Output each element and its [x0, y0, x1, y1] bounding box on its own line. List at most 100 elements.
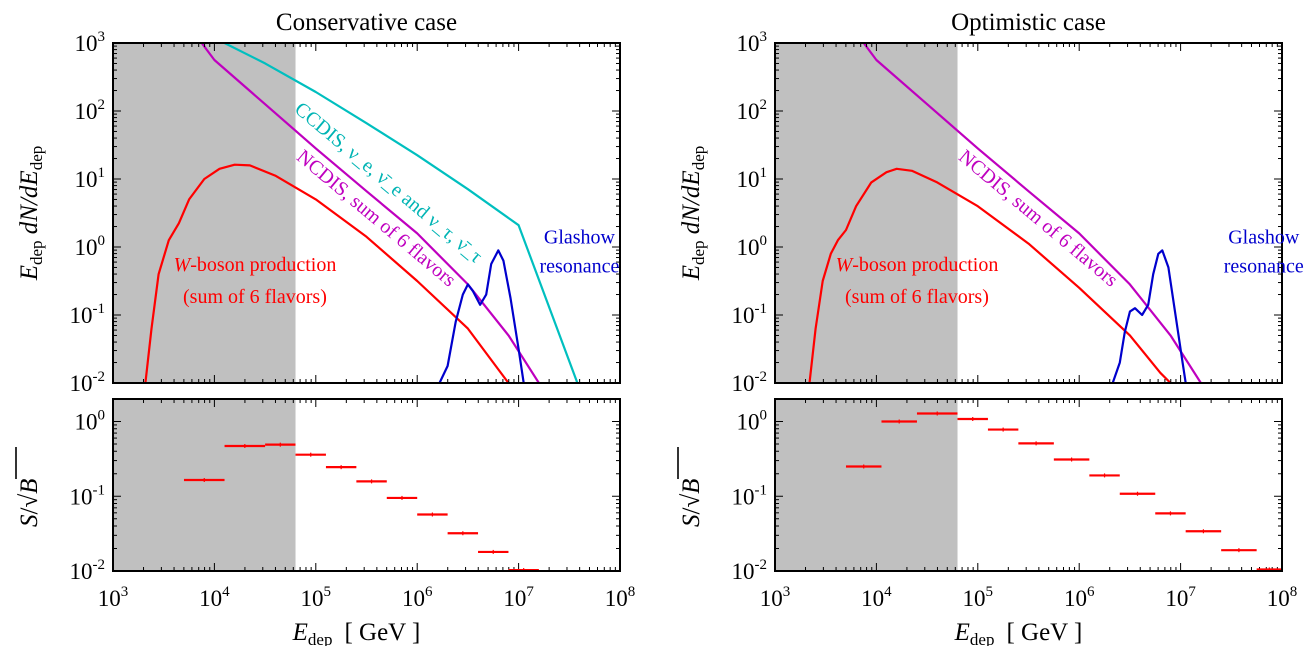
x-tick-label: 103 [98, 584, 129, 611]
series-line-wboson [144, 163, 510, 383]
y-tick-label-bottom: 10-2 [70, 557, 106, 584]
y-axis-label-group: Edep dN/dEdep [678, 146, 708, 282]
bottom-y-label-group: S/√B [15, 447, 43, 527]
y-tick-label: 101 [737, 165, 768, 192]
x-tick-label-base: 10 [402, 586, 425, 611]
x-tick-label-exp: 4 [222, 584, 230, 600]
x-tick-label-exp: 5 [324, 584, 332, 600]
x-tick-label-base: 10 [301, 586, 324, 611]
panel-title: Conservative case [276, 9, 457, 36]
curves [144, 43, 579, 383]
x-tick-label-base: 10 [605, 586, 628, 611]
label-w-boson-rest: -boson production [190, 254, 336, 276]
x-tick-label-exp: 3 [121, 584, 129, 600]
x-tick-label: 106 [402, 584, 433, 611]
y-axis-label-main: E [16, 265, 43, 281]
y-tick-label-bottom: 10-2 [732, 557, 768, 584]
y-tick-label-bottom: 100 [75, 408, 106, 435]
y-tick-label-bottom-exp: 0 [98, 408, 106, 424]
y-tick-label-bottom-base: 10 [732, 484, 755, 509]
x-tick-label: 107 [503, 584, 534, 611]
label-w-boson-italic: W [836, 254, 855, 276]
y-tick-label-exp: -1 [755, 301, 768, 317]
y-tick-label: 101 [75, 165, 106, 192]
y-tick-label-base: 10 [70, 303, 93, 328]
y-tick-label-base: 10 [737, 99, 760, 124]
y-tick-label-bottom: 100 [737, 408, 768, 435]
series-line-ncdis [862, 43, 1202, 383]
y-tick-label-exp: 3 [98, 29, 106, 45]
y-tick-label: 100 [75, 233, 106, 260]
shaded-region-top [775, 43, 958, 383]
y-tick-label-bottom: 10-1 [732, 482, 768, 509]
y-tick-label-base: 10 [75, 99, 98, 124]
y-tick-label-exp: 2 [760, 97, 768, 113]
x-axis-label: Edep [ GeV ] [292, 619, 421, 646]
y-tick-label-bottom-base: 10 [70, 559, 93, 584]
x-tick-label-base: 10 [1165, 586, 1188, 611]
x-tick-label: 105 [301, 584, 332, 611]
y-tick-label-exp: -2 [93, 369, 106, 385]
x-tick-label-base: 10 [1267, 586, 1290, 611]
x-tick-label-base: 10 [503, 586, 526, 611]
y-tick-label-base: 10 [75, 31, 98, 56]
bins [845, 411, 1282, 571]
y-tick-label: 10-1 [732, 301, 768, 328]
x-axis-label-main: E [954, 619, 970, 646]
y-tick-label-base: 10 [737, 31, 760, 56]
x-axis-label-unit: [ GeV ] [344, 619, 420, 646]
y-axis-label: Edep dN/dEdep [678, 146, 708, 282]
y-tick-label: 102 [737, 97, 768, 124]
y-tick-label: 103 [75, 29, 106, 56]
bottom-axes-frame [112, 398, 621, 572]
y-tick-label-base: 10 [75, 167, 98, 192]
y-axis-label-mid: dN/dE [16, 170, 43, 240]
x-tick-label: 108 [1267, 584, 1298, 611]
y-tick-label-base: 10 [75, 235, 98, 260]
x-axis-label-sub: dep [308, 630, 333, 646]
y-axis-label-group: Edep dN/dEdep [16, 146, 46, 282]
x-tick-label-base: 10 [861, 586, 884, 611]
y-tick-label-base: 10 [70, 371, 93, 396]
series-line-glashow [1111, 249, 1187, 383]
bottom-y-label-b: B [678, 479, 705, 494]
y-tick-label-base: 10 [737, 167, 760, 192]
label-w-boson-rest: -boson production [852, 254, 998, 276]
x-axis-label-main: E [292, 619, 308, 646]
bottom-y-axis-label: S/√B [678, 479, 705, 527]
y-axis-label-sub: dep [689, 240, 708, 265]
y-tick-label-exp: 3 [760, 29, 768, 45]
x-tick-label-base: 10 [963, 586, 986, 611]
label-glashow-resonance: resonance [1224, 256, 1304, 278]
x-axis-label-sub: dep [970, 630, 995, 646]
y-tick-label-exp: -1 [93, 301, 106, 317]
label-w-boson-sum: (sum of 6 flavors) [183, 286, 327, 308]
label-glashow: Glashow [1228, 227, 1300, 249]
y-tick-label-bottom-exp: -2 [93, 557, 106, 573]
label-w-boson: W-boson production [836, 254, 999, 276]
x-tick-label: 105 [963, 584, 994, 611]
bottom-y-axis-label: S/√B [16, 479, 43, 527]
x-tick-label: 104 [861, 584, 892, 611]
y-tick-label-exp: 0 [98, 233, 106, 249]
y-axis-label-sub: dep [27, 240, 46, 265]
series-line-wboson [808, 167, 1172, 383]
y-tick-label: 10-2 [732, 369, 768, 396]
bottom-axes-frame [774, 398, 1283, 572]
x-tick-label-exp: 6 [1087, 584, 1095, 600]
y-tick-label: 10-1 [70, 301, 106, 328]
x-axis-label-unit: [ GeV ] [1006, 619, 1082, 646]
x-tick-label-exp: 6 [425, 584, 433, 600]
y-tick-label: 100 [737, 233, 768, 260]
y-tick-label-exp: 2 [98, 97, 106, 113]
y-tick-label-bottom-exp: 0 [760, 408, 768, 424]
y-tick-label-exp: -2 [755, 369, 768, 385]
y-tick-label: 103 [737, 29, 768, 56]
sqrt-symbol: √ [16, 494, 43, 508]
x-tick-label-exp: 4 [884, 584, 892, 600]
top-axes-frame [774, 42, 1283, 384]
bottom-y-label-slash: / [678, 508, 705, 515]
y-tick-label-bottom-base: 10 [70, 484, 93, 509]
y-tick-label-exp: 1 [760, 165, 768, 181]
bottom-y-label-group: S/√B [677, 447, 705, 527]
